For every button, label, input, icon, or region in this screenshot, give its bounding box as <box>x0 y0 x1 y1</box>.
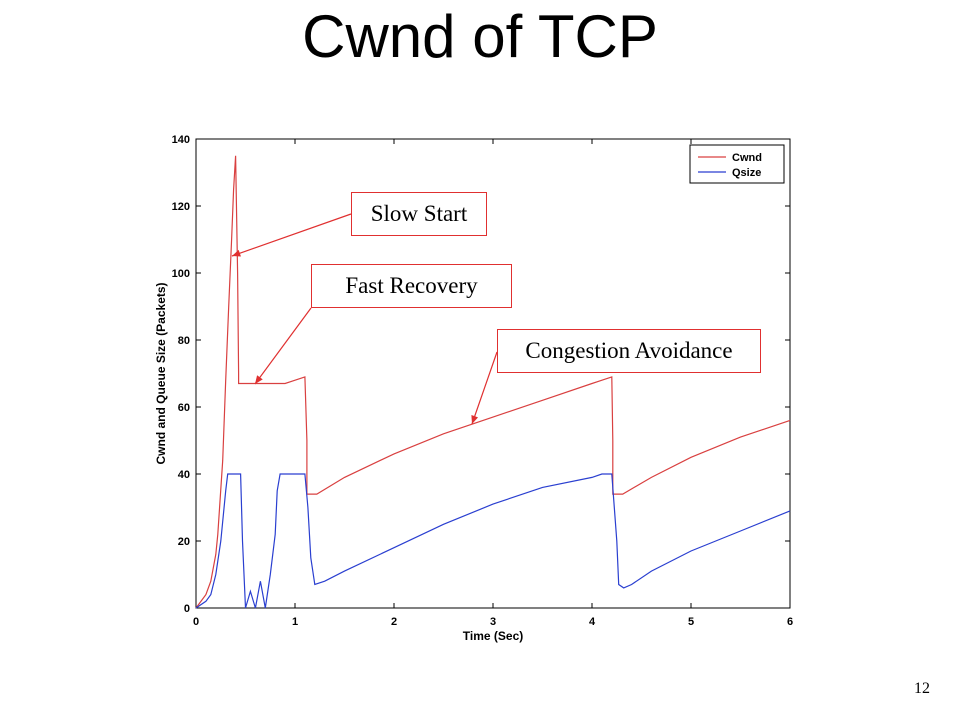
callout-slow-start: Slow Start <box>351 192 487 236</box>
arrow-slow-start <box>231 213 352 257</box>
page-number: 12 <box>914 680 930 697</box>
x-tick-label: 6 <box>787 616 793 628</box>
arrow-congestion-avoidance <box>471 351 498 425</box>
callout-congestion-avoidance: Congestion Avoidance <box>497 329 761 373</box>
x-tick-label: 5 <box>688 616 694 628</box>
x-tick-label: 2 <box>391 616 397 628</box>
series-line-cwnd <box>195 155 791 609</box>
x-tick-label: 1 <box>292 616 298 628</box>
x-tick-label: 3 <box>490 616 496 628</box>
series-line-qsize <box>195 473 791 609</box>
x-tick-label: 0 <box>193 616 199 628</box>
y-axis-label: Cwnd and Queue Size (Packets) <box>154 282 168 464</box>
arrow-slow-start-head <box>232 249 241 257</box>
arrow-fast-recovery <box>254 307 312 385</box>
arrow-congestion-avoidance-head <box>471 415 479 424</box>
y-tick-label: 20 <box>178 536 190 548</box>
slide-title: Cwnd of TCP <box>302 3 658 70</box>
callout-fast-recovery: Fast Recovery <box>311 264 512 308</box>
legend-label-qsize: Qsize <box>732 167 761 179</box>
x-tick-label: 4 <box>589 616 596 628</box>
y-tick-label: 140 <box>172 134 190 146</box>
y-tick-label: 60 <box>178 402 190 414</box>
x-axis-label: Time (Sec) <box>463 629 523 643</box>
y-tick-label: 120 <box>172 201 190 213</box>
y-tick-label: 0 <box>184 603 190 615</box>
y-tick-label: 100 <box>172 268 190 280</box>
y-tick-label: 80 <box>178 335 190 347</box>
legend-label-cwnd: Cwnd <box>732 152 762 164</box>
y-tick-label: 40 <box>178 469 190 481</box>
legend-box <box>689 144 785 184</box>
plot-frame <box>195 138 791 609</box>
arrow-fast-recovery-head <box>255 375 263 384</box>
